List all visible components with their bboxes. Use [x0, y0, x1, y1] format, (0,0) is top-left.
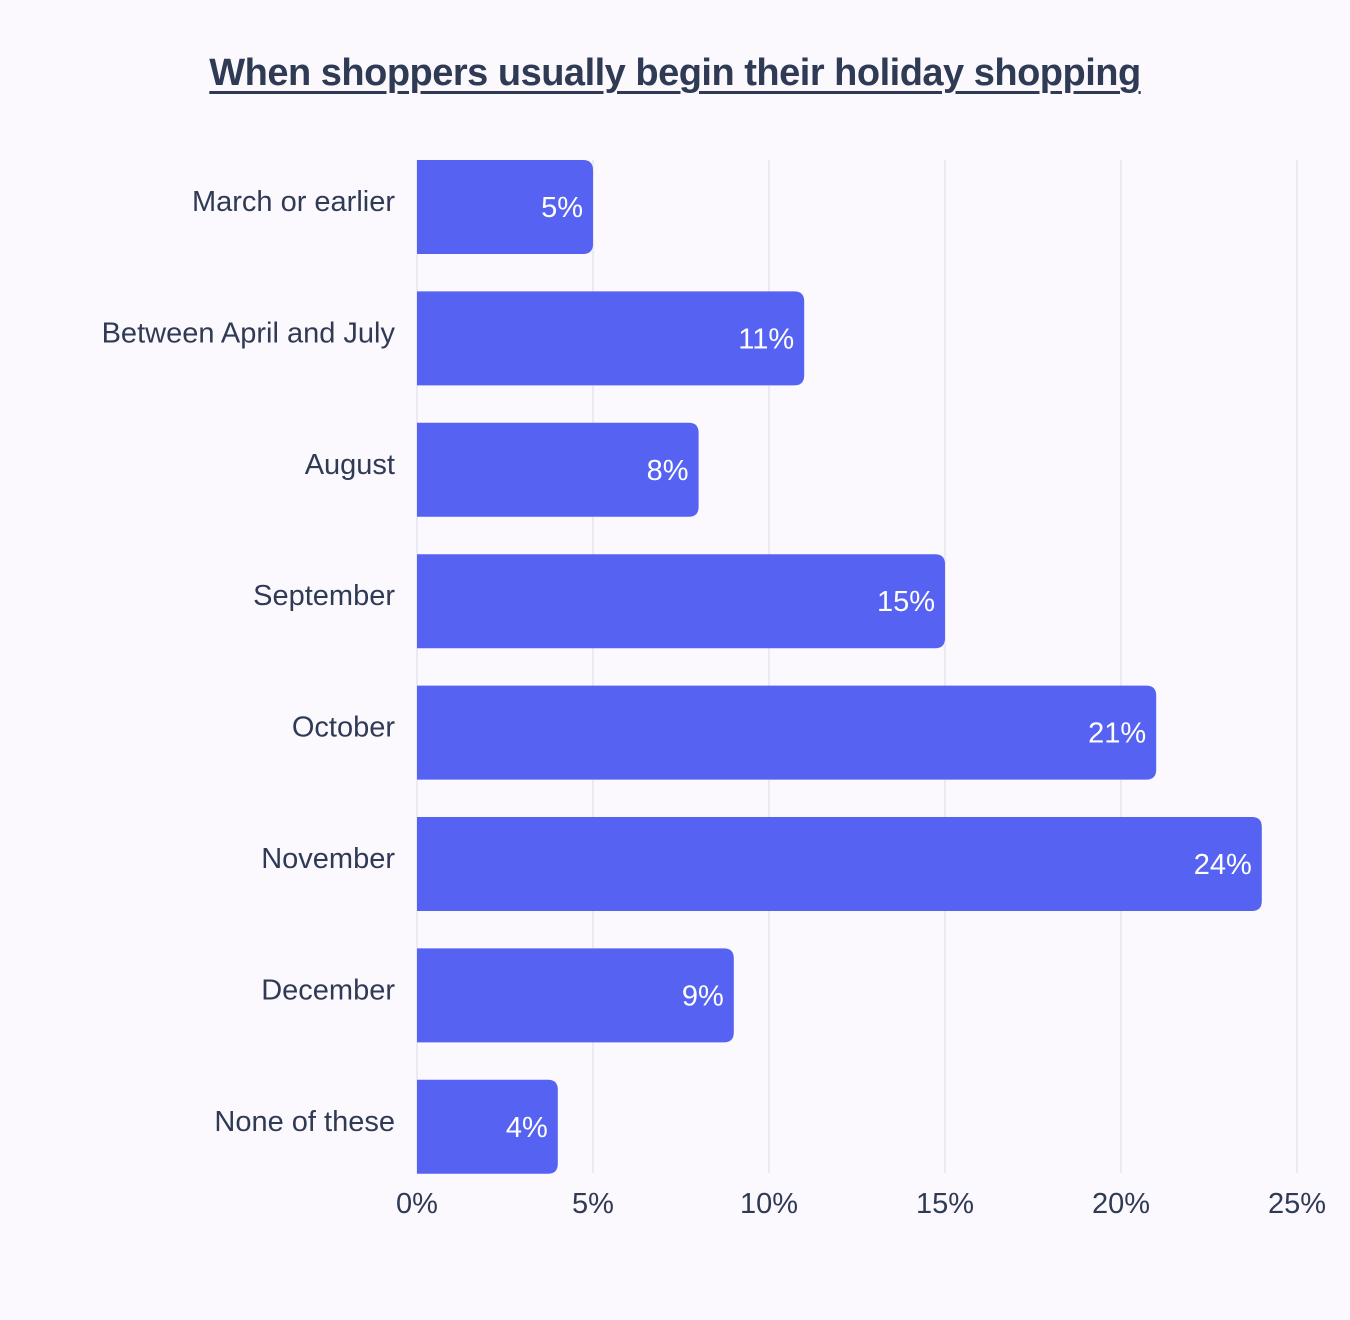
category-label: March or earlier	[192, 186, 395, 218]
category-label: October	[292, 712, 395, 744]
category-label: December	[261, 974, 395, 1006]
category-labels: March or earlier Between April and July Au…	[102, 186, 396, 1138]
x-axis-tick-labels: 0% 5% 10% 15% 20% 25%	[396, 1188, 1326, 1220]
bars: 5% 11% 8% 15% 21% 24% 9% 4%	[417, 160, 1262, 1174]
chart-title: When shoppers usually begin their holida…	[209, 52, 1141, 94]
x-tick-label: 15%	[916, 1188, 974, 1220]
x-tick-label: 0%	[396, 1188, 438, 1220]
bar-value-label: 9%	[682, 980, 724, 1012]
bar-value-label: 4%	[506, 1112, 548, 1144]
x-tick-label: 5%	[572, 1188, 614, 1220]
bar-march-or-earlier	[417, 160, 593, 254]
category-label: None of these	[214, 1106, 395, 1138]
x-tick-label: 10%	[740, 1188, 798, 1220]
bar-october	[417, 685, 1157, 780]
bar-value-label: 24%	[1194, 849, 1252, 881]
bar-december	[417, 948, 734, 1043]
x-tick-label: 25%	[1268, 1188, 1326, 1220]
bar-august	[417, 422, 699, 517]
category-label: November	[261, 843, 395, 875]
bar-september	[417, 554, 945, 649]
bar-between-april-and-july	[417, 291, 805, 386]
bar-value-label: 15%	[877, 586, 935, 618]
bar-value-label: 5%	[541, 192, 583, 224]
x-tick-label: 20%	[1092, 1188, 1150, 1220]
bar-value-label: 21%	[1088, 718, 1146, 750]
bar-none-of-these	[417, 1079, 558, 1174]
category-label: Between April and July	[102, 317, 396, 349]
bar-november	[417, 817, 1262, 911]
category-label: August	[305, 449, 395, 481]
category-label: September	[253, 580, 395, 612]
bar-value-label: 8%	[647, 455, 689, 487]
bar-value-label: 11%	[738, 323, 794, 355]
